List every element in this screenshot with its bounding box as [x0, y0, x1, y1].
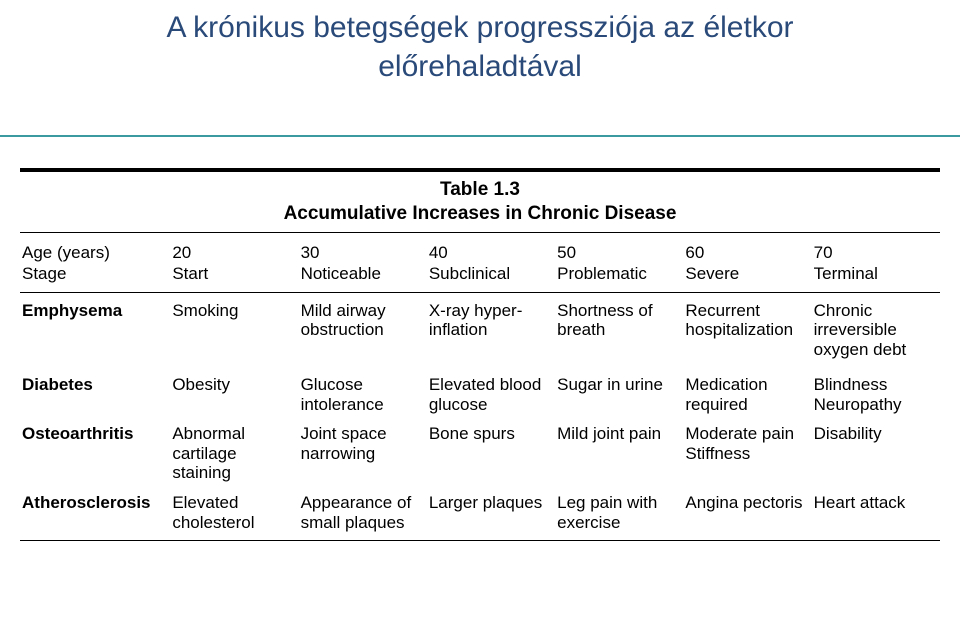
row-diabetes-50: Sugar in urine — [555, 367, 683, 422]
row-athero-70: Heart attack — [812, 491, 940, 541]
row-diabetes-label: Diabetes — [20, 367, 170, 422]
title-line-1: A krónikus betegségek progressziója az é… — [166, 11, 793, 44]
header-age-label: Age (years) — [20, 233, 170, 265]
header-stage-20: Start — [170, 264, 298, 292]
table-bottom-border-row — [20, 541, 940, 543]
row-diabetes-20: Obesity — [170, 367, 298, 422]
header-stage-60: Severe — [683, 264, 811, 292]
row-emphysema-60: Recurrent hospitalization — [683, 292, 811, 367]
row-athero-20: Elevated cholesterol — [170, 491, 298, 541]
row-osteo-70: Disability — [812, 422, 940, 491]
table-header-row-stage: Stage Start Noticeable Subclinical Probl… — [20, 264, 940, 292]
row-athero-label: Atherosclerosis — [20, 491, 170, 541]
table-row: Atherosclerosis Elevated cholesterol App… — [20, 491, 940, 541]
row-osteo-60: Moderate pain Stiffness — [683, 422, 811, 491]
table-caption: Table 1.3 Accumulative Increases in Chro… — [20, 172, 940, 232]
row-athero-50: Leg pain with exercise — [555, 491, 683, 541]
header-age-20: 20 — [170, 233, 298, 265]
row-emphysema-30: Mild airway obstruction — [299, 292, 427, 367]
title-line-2: előrehaladtával — [378, 50, 581, 83]
row-athero-60: Angina pectoris — [683, 491, 811, 541]
header-stage-50: Problematic — [555, 264, 683, 292]
header-stage-70: Terminal — [812, 264, 940, 292]
row-diabetes-40: Elevated blood glucose — [427, 367, 555, 422]
header-stage-label: Stage — [20, 264, 170, 292]
row-diabetes-30: Glucose intolerance — [299, 367, 427, 422]
row-emphysema-20: Smoking — [170, 292, 298, 367]
row-osteo-label: Osteoarthritis — [20, 422, 170, 491]
slide-title: A krónikus betegségek progressziója az é… — [0, 0, 960, 86]
header-age-30: 30 — [299, 233, 427, 265]
header-age-40: 40 — [427, 233, 555, 265]
table-header-row-age: Age (years) 20 30 40 50 60 70 — [20, 233, 940, 265]
row-emphysema-70: Chronic irreversible oxygen debt — [812, 292, 940, 367]
table-caption-line2: Accumulative Increases in Chronic Diseas… — [284, 203, 677, 224]
row-osteo-30: Joint space narrowing — [299, 422, 427, 491]
row-athero-40: Larger plaques — [427, 491, 555, 541]
header-age-60: 60 — [683, 233, 811, 265]
slide: A krónikus betegségek progressziója az é… — [0, 0, 960, 638]
row-diabetes-60: Medication required — [683, 367, 811, 422]
divider-rule — [0, 135, 960, 137]
row-emphysema-40: X-ray hyper-inflation — [427, 292, 555, 367]
row-emphysema-label: Emphysema — [20, 292, 170, 367]
table-row: Emphysema Smoking Mild airway obstructio… — [20, 292, 940, 367]
row-osteo-40: Bone spurs — [427, 422, 555, 491]
row-osteo-20: Abnormal cartilage staining — [170, 422, 298, 491]
header-age-70: 70 — [812, 233, 940, 265]
disease-table: Age (years) 20 30 40 50 60 70 Stage Star… — [20, 233, 940, 543]
table-container: Table 1.3 Accumulative Increases in Chro… — [20, 168, 940, 542]
table-caption-line1: Table 1.3 — [440, 179, 520, 200]
header-stage-40: Subclinical — [427, 264, 555, 292]
header-stage-30: Noticeable — [299, 264, 427, 292]
row-diabetes-70: Blindness Neuropathy — [812, 367, 940, 422]
table-row: Diabetes Obesity Glucose intolerance Ele… — [20, 367, 940, 422]
row-athero-30: Appearance of small plaques — [299, 491, 427, 541]
table-bottom-border — [20, 541, 940, 543]
table-row: Osteoarthritis Abnormal cartilage staini… — [20, 422, 940, 491]
header-age-50: 50 — [555, 233, 683, 265]
row-emphysema-50: Shortness of breath — [555, 292, 683, 367]
row-osteo-50: Mild joint pain — [555, 422, 683, 491]
